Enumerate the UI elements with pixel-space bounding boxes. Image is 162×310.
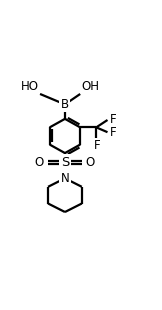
- Text: F: F: [94, 139, 100, 152]
- Text: HO: HO: [20, 80, 38, 93]
- Text: S: S: [61, 156, 69, 169]
- Text: O: O: [35, 156, 44, 169]
- Text: O: O: [86, 156, 95, 169]
- Text: B: B: [61, 98, 69, 111]
- Text: N: N: [61, 172, 69, 185]
- Text: F: F: [110, 126, 116, 139]
- Text: OH: OH: [82, 80, 100, 93]
- Text: F: F: [110, 113, 116, 126]
